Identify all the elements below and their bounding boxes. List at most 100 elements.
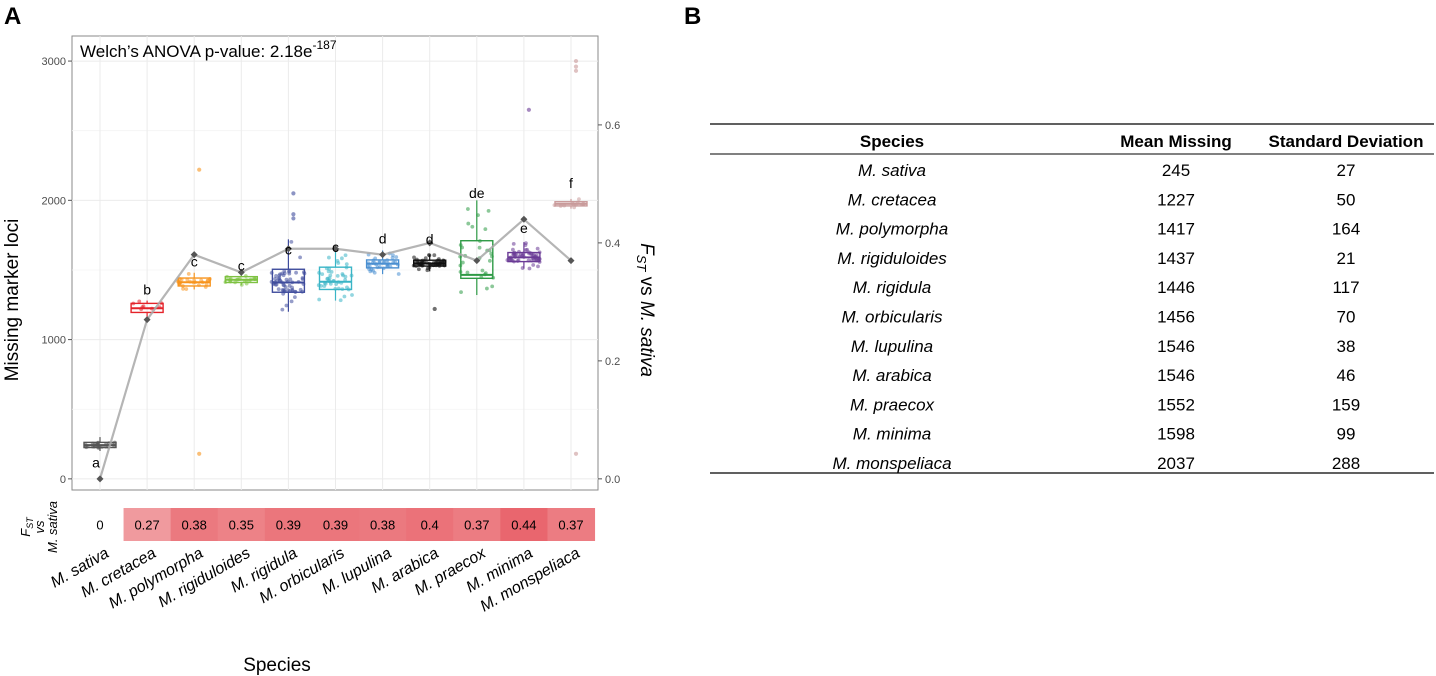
table-cell: 1552 — [1157, 395, 1195, 414]
data-point — [520, 253, 525, 258]
table-cell: 38 — [1337, 337, 1356, 356]
data-point — [296, 279, 301, 284]
table-cell: 1227 — [1157, 190, 1195, 209]
data-point — [531, 255, 535, 260]
data-point — [322, 284, 327, 289]
box-rect — [460, 240, 494, 280]
data-point — [181, 286, 185, 291]
outlier-point — [432, 306, 437, 312]
heatmap-value: 0.4 — [421, 518, 439, 533]
data-point — [282, 269, 287, 273]
heatmap-title: FSTvsM. sativa — [18, 501, 60, 553]
significance-letter: a — [92, 455, 100, 471]
data-point — [367, 264, 372, 269]
data-point — [339, 280, 344, 285]
data-point — [511, 247, 515, 252]
data-point — [571, 202, 576, 207]
data-point — [196, 283, 201, 287]
data-point — [381, 266, 386, 271]
y2-tick-label: 0.6 — [605, 120, 620, 132]
data-point — [527, 251, 531, 256]
data-point — [340, 256, 344, 261]
data-point — [112, 444, 117, 449]
data-point — [369, 267, 374, 272]
data-point — [333, 286, 338, 291]
heatmap-cell — [311, 508, 360, 541]
fst-point — [332, 245, 339, 253]
data-point — [531, 263, 536, 267]
data-point — [252, 277, 257, 282]
y2-title-f: F — [636, 243, 657, 256]
data-point — [377, 265, 382, 269]
heatmap-value: 0.38 — [182, 518, 207, 533]
significance-letter: c — [238, 258, 245, 274]
fst-point — [190, 251, 198, 259]
data-point — [396, 272, 401, 276]
table-cell: 1437 — [1157, 249, 1195, 268]
data-point — [413, 258, 417, 263]
data-point — [243, 274, 248, 278]
data-point — [301, 270, 306, 275]
data-point — [486, 208, 491, 213]
table-cell: 99 — [1337, 425, 1356, 444]
data-point — [281, 291, 286, 296]
heatmap-value: 0.37 — [464, 518, 489, 533]
heatmap-title-sub: ST — [25, 516, 35, 529]
heatmap-cell — [406, 508, 454, 541]
data-point — [490, 254, 494, 259]
data-point — [517, 254, 522, 259]
data-point — [319, 283, 323, 288]
data-point — [581, 202, 586, 206]
heatmap-value: 0 — [96, 518, 103, 533]
data-point — [483, 227, 488, 232]
table-header-row: Species Mean Missing Standard Deviation — [860, 132, 1424, 151]
data-point — [184, 287, 189, 291]
table-cell: 1446 — [1157, 278, 1195, 297]
data-point — [340, 272, 345, 276]
table-cell: 288 — [1332, 454, 1360, 473]
data-point — [186, 272, 191, 276]
data-point — [200, 280, 205, 285]
data-point — [558, 204, 563, 208]
table-cell: M. rigiduloides — [837, 249, 947, 268]
data-point — [96, 441, 100, 446]
outlier-point — [291, 212, 296, 217]
table-cell: 1417 — [1157, 220, 1195, 239]
data-point — [278, 278, 283, 283]
data-point — [284, 277, 289, 282]
significance-letter: c — [332, 239, 339, 255]
data-point — [489, 251, 494, 256]
data-point — [418, 262, 423, 267]
panel-a-label: A — [4, 3, 21, 30]
data-point — [274, 274, 278, 278]
data-point — [149, 306, 154, 311]
data-point — [523, 243, 528, 247]
heatmap-title-f: F — [18, 528, 33, 537]
data-point — [346, 287, 351, 292]
data-point — [427, 253, 432, 258]
table-cell: M. cretacea — [848, 190, 937, 209]
y2-title-sub: ST — [634, 255, 649, 273]
significance-letters: a b c c c c d d de e f — [92, 175, 573, 471]
data-point — [228, 277, 232, 282]
table-cell: M. monspeliaca — [832, 454, 951, 473]
heatmap-cell — [547, 508, 596, 541]
data-point — [487, 258, 492, 263]
data-point — [509, 257, 513, 262]
data-point — [479, 275, 484, 280]
fst-point — [567, 257, 575, 265]
data-point — [326, 276, 330, 281]
data-point — [476, 213, 480, 218]
data-point — [289, 299, 294, 304]
fst-point — [473, 257, 481, 265]
data-point — [329, 269, 334, 274]
data-point — [343, 278, 348, 282]
y-tick-label: 3000 — [42, 56, 66, 68]
data-point — [371, 258, 376, 263]
y-tick-label: 0 — [60, 474, 66, 486]
data-point — [534, 258, 539, 263]
significance-letter: c — [285, 242, 292, 258]
anova-text: Welch’s ANOVA p-value: 2.18e — [80, 42, 312, 61]
table-cell: 159 — [1332, 395, 1360, 414]
